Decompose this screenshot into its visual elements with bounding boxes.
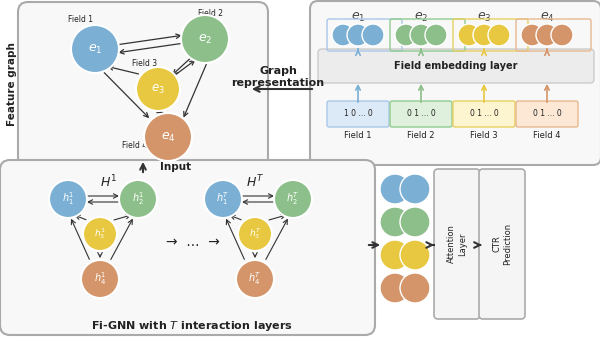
Circle shape bbox=[83, 217, 117, 251]
Text: $h_4^1$: $h_4^1$ bbox=[94, 271, 106, 287]
Circle shape bbox=[144, 113, 192, 161]
Text: Field 4: Field 4 bbox=[122, 141, 148, 150]
Circle shape bbox=[347, 24, 369, 46]
Circle shape bbox=[204, 180, 242, 218]
Circle shape bbox=[536, 24, 558, 46]
FancyBboxPatch shape bbox=[0, 160, 375, 335]
Circle shape bbox=[380, 207, 410, 237]
Text: →  ...  →: → ... → bbox=[166, 235, 220, 249]
Circle shape bbox=[236, 260, 274, 298]
Circle shape bbox=[395, 24, 417, 46]
Text: $h_2^T$: $h_2^T$ bbox=[286, 191, 300, 207]
Text: $h_3^1$: $h_3^1$ bbox=[94, 226, 106, 242]
Circle shape bbox=[488, 24, 510, 46]
Text: $h_2^1$: $h_2^1$ bbox=[132, 191, 144, 207]
Circle shape bbox=[380, 240, 410, 270]
Text: $H^1$: $H^1$ bbox=[100, 174, 116, 190]
Circle shape bbox=[362, 24, 384, 46]
Circle shape bbox=[136, 67, 180, 111]
Circle shape bbox=[425, 24, 447, 46]
Circle shape bbox=[458, 24, 480, 46]
Circle shape bbox=[119, 180, 157, 218]
Text: $e_2$: $e_2$ bbox=[198, 32, 212, 45]
Text: $e_1$: $e_1$ bbox=[88, 42, 102, 56]
Text: $e_3$: $e_3$ bbox=[151, 83, 165, 96]
FancyBboxPatch shape bbox=[453, 101, 515, 127]
Text: Field 3: Field 3 bbox=[133, 59, 158, 67]
Text: Input: Input bbox=[160, 162, 191, 172]
Circle shape bbox=[332, 24, 354, 46]
FancyBboxPatch shape bbox=[318, 49, 594, 83]
FancyBboxPatch shape bbox=[479, 169, 525, 319]
FancyBboxPatch shape bbox=[516, 101, 578, 127]
Circle shape bbox=[521, 24, 543, 46]
Circle shape bbox=[551, 24, 573, 46]
Text: $e_1$: $e_1$ bbox=[351, 10, 365, 24]
Text: $h_1^1$: $h_1^1$ bbox=[62, 191, 74, 207]
Circle shape bbox=[400, 273, 430, 303]
Text: $e_4$: $e_4$ bbox=[161, 130, 175, 144]
Circle shape bbox=[400, 207, 430, 237]
Circle shape bbox=[380, 174, 410, 204]
FancyBboxPatch shape bbox=[434, 169, 480, 319]
FancyBboxPatch shape bbox=[18, 2, 268, 167]
Text: $H^T$: $H^T$ bbox=[246, 174, 264, 190]
Circle shape bbox=[380, 273, 410, 303]
Text: Field 1: Field 1 bbox=[344, 130, 372, 140]
Text: 0 1 ... 0: 0 1 ... 0 bbox=[407, 110, 436, 119]
Text: 1 0 ... 0: 1 0 ... 0 bbox=[344, 110, 373, 119]
Text: 0 1 ... 0: 0 1 ... 0 bbox=[533, 110, 562, 119]
Circle shape bbox=[71, 25, 119, 73]
Text: Field 1: Field 1 bbox=[67, 14, 92, 24]
Text: Feature graph: Feature graph bbox=[7, 42, 17, 126]
Text: CTR
Prediction: CTR Prediction bbox=[493, 223, 512, 265]
Text: $h_1^T$: $h_1^T$ bbox=[216, 191, 230, 207]
Text: Fi-GNN with $T$ interaction layers: Fi-GNN with $T$ interaction layers bbox=[91, 319, 293, 333]
Circle shape bbox=[238, 217, 272, 251]
Circle shape bbox=[473, 24, 495, 46]
FancyBboxPatch shape bbox=[390, 101, 452, 127]
Circle shape bbox=[274, 180, 312, 218]
Text: Field 3: Field 3 bbox=[470, 130, 498, 140]
Circle shape bbox=[410, 24, 432, 46]
Text: $h_3^T$: $h_3^T$ bbox=[248, 226, 262, 242]
Text: Attention
Layer: Attention Layer bbox=[448, 224, 467, 264]
Text: Field 4: Field 4 bbox=[533, 130, 561, 140]
Circle shape bbox=[81, 260, 119, 298]
Text: Field embedding layer: Field embedding layer bbox=[394, 61, 518, 71]
Circle shape bbox=[400, 240, 430, 270]
Text: $e_4$: $e_4$ bbox=[539, 10, 554, 24]
Text: $h_4^T$: $h_4^T$ bbox=[248, 271, 262, 287]
Text: Field 2: Field 2 bbox=[197, 9, 223, 19]
FancyBboxPatch shape bbox=[310, 1, 600, 165]
Text: Field 2: Field 2 bbox=[407, 130, 435, 140]
Text: $e_2$: $e_2$ bbox=[414, 10, 428, 24]
FancyBboxPatch shape bbox=[327, 101, 389, 127]
Text: $e_3$: $e_3$ bbox=[477, 10, 491, 24]
Text: 0 1 ... 0: 0 1 ... 0 bbox=[470, 110, 499, 119]
Circle shape bbox=[49, 180, 87, 218]
Text: Graph
representation: Graph representation bbox=[232, 66, 325, 88]
Circle shape bbox=[400, 174, 430, 204]
Circle shape bbox=[181, 15, 229, 63]
